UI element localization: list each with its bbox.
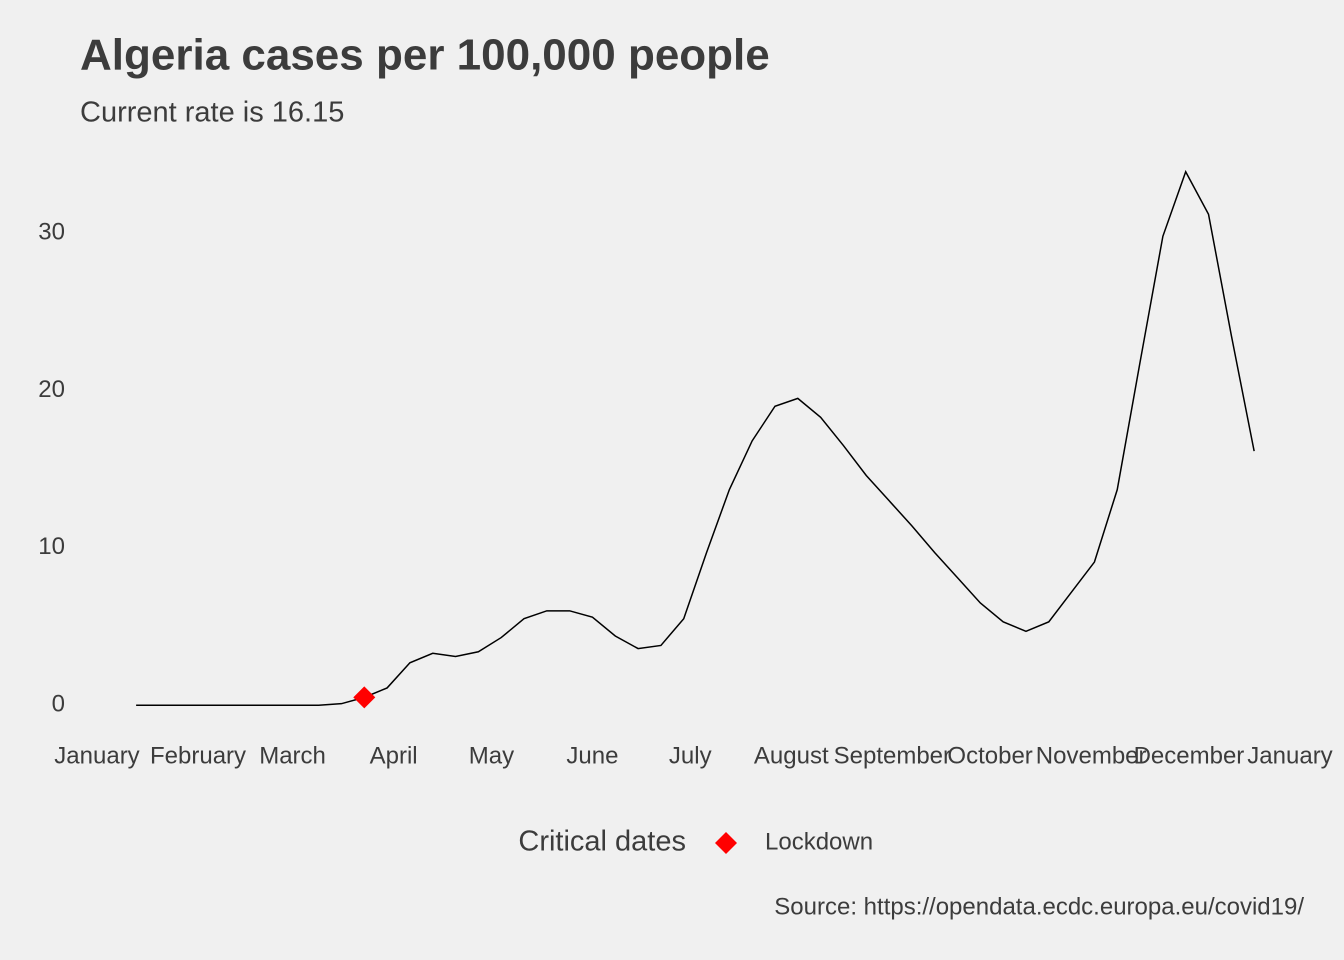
- x-tick-label: January: [1247, 742, 1332, 769]
- x-tick-label: December: [1134, 742, 1245, 769]
- x-tick-label: June: [566, 742, 618, 769]
- y-tick-label: 0: [52, 691, 65, 718]
- y-tick-label: 20: [38, 376, 65, 403]
- legend-title: Critical dates: [518, 826, 686, 858]
- y-tick-label: 10: [38, 533, 65, 560]
- x-tick-label: February: [150, 742, 246, 769]
- caption: Source: https://opendata.ecdc.europa.eu/…: [774, 893, 1304, 920]
- legend-symbol: [715, 832, 737, 854]
- x-tick-label: August: [754, 742, 829, 769]
- x-tick-label: May: [469, 742, 514, 769]
- x-tick-label: January: [54, 742, 139, 769]
- x-tick-label: September: [834, 742, 951, 769]
- point-marker: [353, 686, 376, 709]
- x-tick-label: April: [370, 742, 418, 769]
- x-tick-label: March: [259, 742, 326, 769]
- legend-label: Lockdown: [765, 828, 873, 855]
- x-tick-label: July: [669, 742, 712, 769]
- chart-title: Algeria cases per 100,000 people: [80, 31, 770, 80]
- x-tick-label: November: [1036, 742, 1147, 769]
- chart-subtitle: Current rate is 16.15: [80, 97, 344, 129]
- y-tick-label: 30: [38, 218, 65, 245]
- line: [136, 169, 1255, 706]
- x-tick-label: October: [947, 742, 1032, 769]
